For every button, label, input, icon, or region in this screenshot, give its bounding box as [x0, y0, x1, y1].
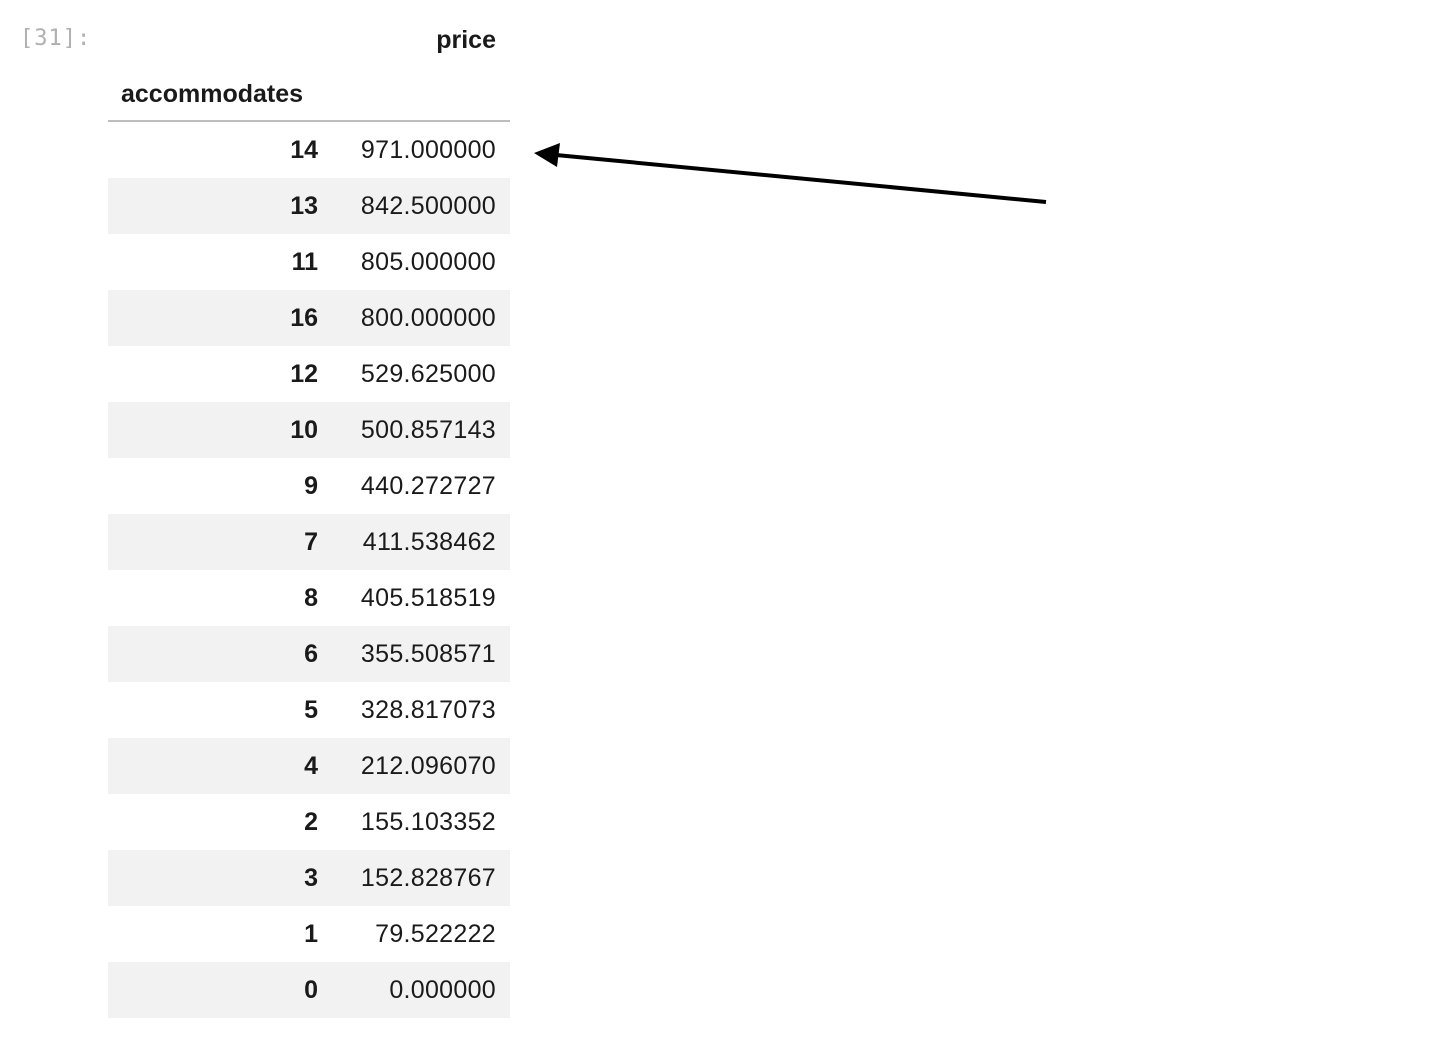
row-index: 11 — [291, 247, 318, 276]
table-row: 13 842.500000 — [108, 178, 510, 234]
table-row: 16 800.000000 — [108, 290, 510, 346]
price-value: 411.538462 — [362, 527, 496, 556]
price-value: 971.000000 — [360, 135, 496, 164]
price-value: 355.508571 — [360, 639, 496, 668]
row-index: 0 — [304, 975, 318, 1004]
table-row: 10 500.857143 — [108, 402, 510, 458]
table-row: 6 355.508571 — [108, 626, 510, 682]
row-index: 1 — [304, 919, 318, 948]
table-row: 4 212.096070 — [108, 738, 510, 794]
cell-prompt: [31]: — [20, 26, 92, 51]
row-index: 7 — [304, 527, 318, 556]
arrow-shaft — [555, 153, 1047, 204]
column-header-price: price — [436, 25, 496, 54]
table-row: 14 971.000000 — [108, 122, 510, 178]
row-index: 14 — [290, 135, 318, 164]
price-value: 152.828767 — [360, 863, 496, 892]
table-row: 3 152.828767 — [108, 850, 510, 906]
price-value: 440.272727 — [360, 471, 496, 500]
table-row: 2 155.103352 — [108, 794, 510, 850]
price-value: 500.857143 — [360, 415, 496, 444]
table-row: 11 805.000000 — [108, 234, 510, 290]
row-index: 9 — [304, 471, 318, 500]
table-row: 0 0.000000 — [108, 962, 510, 1018]
row-index: 10 — [290, 415, 318, 444]
price-value: 529.625000 — [360, 359, 496, 388]
price-value: 842.500000 — [360, 191, 496, 220]
table-row: 12 529.625000 — [108, 346, 510, 402]
row-index: 3 — [304, 863, 318, 892]
table-row: 9 440.272727 — [108, 458, 510, 514]
table-row: 8 405.518519 — [108, 570, 510, 626]
row-index: 12 — [290, 359, 318, 388]
price-value: 405.518519 — [360, 583, 496, 612]
price-value: 805.000000 — [360, 247, 496, 276]
arrow-head — [534, 143, 560, 167]
row-index: 4 — [304, 751, 318, 780]
row-index: 5 — [304, 695, 318, 724]
row-index: 13 — [290, 191, 318, 220]
row-index: 2 — [304, 807, 318, 836]
price-value: 212.096070 — [360, 751, 496, 780]
dataframe-table: price accommodates 14 971.000000 13 842.500… — [108, 12, 510, 1018]
price-value: 155.103352 — [360, 807, 496, 836]
table-row: 7 411.538462 — [108, 514, 510, 570]
price-value: 0.000000 — [389, 975, 496, 1004]
price-value: 328.817073 — [360, 695, 496, 724]
price-value: 800.000000 — [360, 303, 496, 332]
table-row: 5 328.817073 — [108, 682, 510, 738]
table-row: 1 79.522222 — [108, 906, 510, 962]
row-index: 8 — [304, 583, 318, 612]
price-value: 79.522222 — [375, 919, 496, 948]
row-index: 16 — [290, 303, 318, 332]
index-name-header: accommodates — [108, 68, 510, 122]
table-body: 14 971.000000 13 842.500000 11 805.000000 16 80… — [108, 122, 510, 1018]
row-index: 6 — [304, 639, 318, 668]
